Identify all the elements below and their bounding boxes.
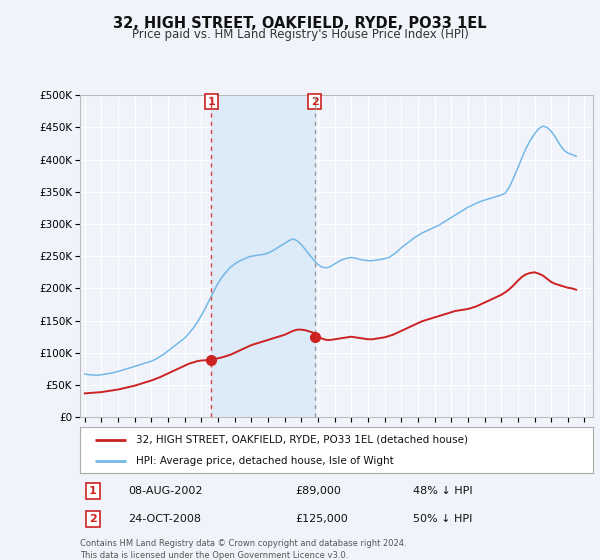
Text: 08-AUG-2002: 08-AUG-2002: [128, 486, 203, 496]
Text: 2: 2: [311, 96, 319, 106]
Text: 2: 2: [89, 514, 97, 524]
Text: HPI: Average price, detached house, Isle of Wight: HPI: Average price, detached house, Isle…: [136, 456, 394, 466]
Text: 24-OCT-2008: 24-OCT-2008: [128, 514, 202, 524]
Text: £125,000: £125,000: [295, 514, 348, 524]
Text: £89,000: £89,000: [295, 486, 341, 496]
Text: 50% ↓ HPI: 50% ↓ HPI: [413, 514, 473, 524]
Text: 32, HIGH STREET, OAKFIELD, RYDE, PO33 1EL: 32, HIGH STREET, OAKFIELD, RYDE, PO33 1E…: [113, 16, 487, 31]
Text: 1: 1: [89, 486, 97, 496]
Text: 1: 1: [208, 96, 215, 106]
Text: Price paid vs. HM Land Registry's House Price Index (HPI): Price paid vs. HM Land Registry's House …: [131, 28, 469, 41]
Text: Contains HM Land Registry data © Crown copyright and database right 2024.
This d: Contains HM Land Registry data © Crown c…: [80, 539, 406, 559]
Bar: [211, 95, 315, 417]
Text: 32, HIGH STREET, OAKFIELD, RYDE, PO33 1EL (detached house): 32, HIGH STREET, OAKFIELD, RYDE, PO33 1E…: [136, 435, 468, 445]
Text: 48% ↓ HPI: 48% ↓ HPI: [413, 486, 473, 496]
